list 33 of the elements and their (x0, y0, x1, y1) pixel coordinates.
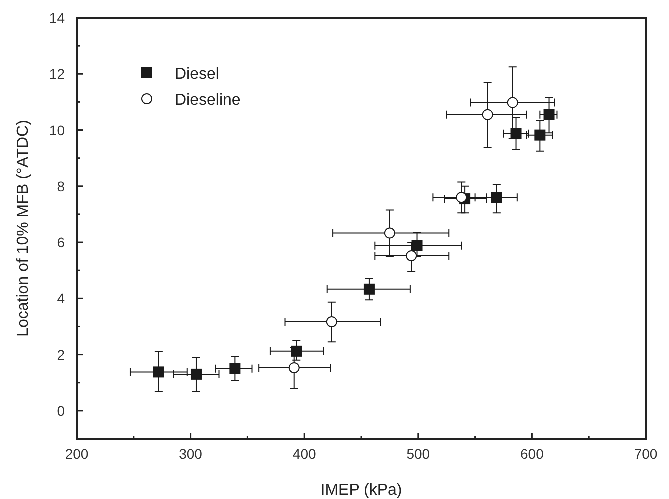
point (230, 363, 241, 374)
y-tick-label: 6 (57, 234, 66, 251)
y-axis-title: Location of 10% MFB (°ATDC) (15, 120, 32, 337)
x-axis-title: IMEP (kPa) (320, 482, 402, 499)
y-tick-label: 4 (57, 290, 66, 307)
point (326, 316, 338, 328)
y-tick-label: 10 (49, 122, 66, 138)
y-tick-label: 0 (57, 402, 66, 419)
point (507, 97, 518, 108)
point (534, 130, 546, 141)
y-tick-label: 12 (49, 66, 66, 82)
y-tick-label: 14 (49, 10, 66, 26)
point (190, 368, 202, 380)
x-tick-label: 600 (520, 446, 544, 462)
x-tick-label: 700 (634, 446, 658, 462)
legend-label: Diesel (175, 66, 220, 83)
x-tick-label: 200 (65, 446, 89, 462)
point (364, 284, 375, 295)
point (412, 240, 423, 252)
point (406, 250, 418, 262)
point (288, 362, 300, 374)
legend-label: Dieseline (175, 92, 241, 109)
point (544, 109, 555, 120)
x-tick-label: 400 (292, 446, 316, 462)
point (491, 192, 502, 204)
point (482, 109, 494, 120)
y-tick-label: 2 (57, 346, 66, 363)
point (456, 192, 468, 204)
point (153, 366, 164, 378)
x-tick-label: 300 (179, 446, 203, 462)
x-tick-label: 500 (406, 446, 430, 462)
point (384, 228, 396, 239)
y-tick-label: 8 (57, 178, 66, 194)
